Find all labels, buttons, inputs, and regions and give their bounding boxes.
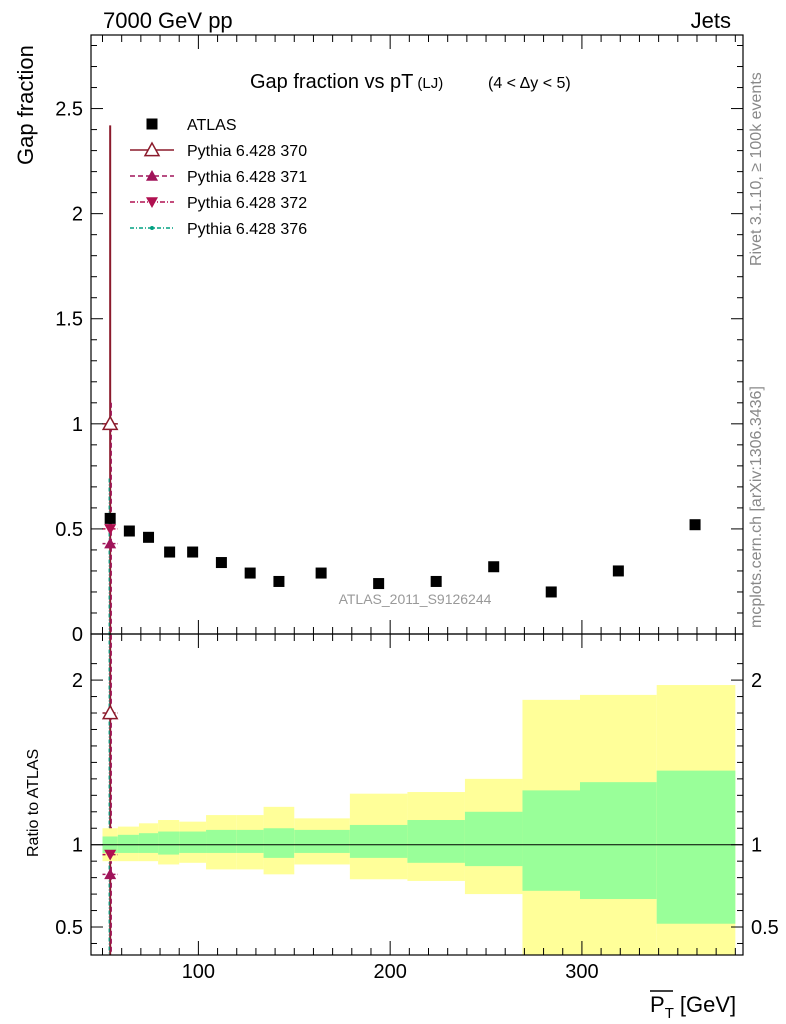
main-ytick-label: 1.5 [55,309,83,331]
x-axis-label: PT [GeV] [650,992,736,1022]
main-title-sub: (LJ) [417,75,443,92]
band-1sigma [236,829,264,853]
atlas-point [143,531,155,543]
legend-marker [146,170,158,181]
main-title: Gap fraction vs pT (LJ) [250,71,443,93]
band-1sigma [407,820,465,863]
atlas-point [215,557,227,569]
header-right: Jets [690,8,731,33]
legend-marker [143,141,161,157]
main-ylabel: Gap fraction [13,45,38,165]
rivet-label: Rivet 3.1.10, ≥ 100k events [748,72,765,266]
band-1sigma [294,829,350,853]
atlas-point [545,586,557,598]
x-axis-label-unit: [GeV] [680,992,736,1017]
atlas-point [187,546,199,558]
mc-370-point [101,415,119,431]
main-ytick-label: 2 [72,204,83,226]
ratio-mc-371-point [104,868,117,880]
ratio-ytick-label: 2 [72,670,83,692]
atlas-point [104,512,116,524]
ratio-mc-370-point [101,704,119,720]
legend-label: Pythia 6.428 372 [187,195,307,212]
ratio-ytick-label-right: 1 [751,835,762,857]
xtick-label: 100 [182,961,215,983]
header-left: 7000 GeV pp [103,8,233,33]
band-1sigma [656,770,736,924]
atlas-point [123,525,135,537]
atlas-point [315,567,327,579]
legend-marker [150,226,154,230]
atlas-point [273,575,285,587]
band-1sigma [206,829,237,853]
atlas-point [373,578,385,590]
legend-marker [146,197,158,208]
band-1sigma [522,790,580,891]
atlas-point [164,546,176,558]
xtick-label: 200 [373,961,406,983]
band-1sigma [158,831,180,855]
watermark: ATLAS_2011_S9126244 [339,591,492,607]
ratio-ytick-label: 1 [72,835,83,857]
legend-label: Pythia 6.428 371 [187,169,307,186]
band-1sigma [580,782,657,900]
mcplots-label: mcplots.cern.ch [arXiv:1306.3436] [748,386,765,628]
ratio-mc-372-point [104,849,117,861]
band-1sigma [179,831,207,853]
x-axis-label-sub: T [665,1005,674,1022]
mc-371-point [104,537,117,549]
main-ytick-label: 0.5 [55,519,83,541]
atlas-point [430,575,442,587]
mc-372-point [104,524,117,535]
ratio-ytick-label-right: 0.5 [751,917,779,939]
ratio-ytick-label: 0.5 [55,917,83,939]
labels: Gap fraction vs pT (LJ) (4 < Δy < 5) ATLA… [13,45,736,1022]
legend-label: ATLAS [187,117,237,134]
xtick-label: 300 [565,961,598,983]
legend-marker [146,118,158,130]
legend-label: Pythia 6.428 376 [187,221,307,238]
atlas-point [488,561,500,573]
legend: ATLAS Pythia 6.428 370 Pythia 6.428 371 Pyt… [130,117,307,238]
atlas-point [689,519,701,531]
x-axis-label-main: P [650,992,665,1017]
band-1sigma [263,828,295,858]
band-1sigma [117,834,139,853]
ratio-frame [90,633,744,956]
main-ytick-label: 1 [72,414,83,436]
band-1sigma [138,833,159,853]
main-ytick-label: 2.5 [55,99,83,121]
band-1sigma [464,811,523,867]
atlas-point [244,567,256,579]
axes: 0 0.5 1 1.5 2 2.5 0.5 0.5 1 1 2 2 100 200 300 [55,34,779,983]
ratio-ylabel: Ratio to ATLAS [25,749,42,857]
atlas-point [612,565,624,577]
legend-label: Pythia 6.428 370 [187,143,307,160]
ratio-panel [91,685,743,955]
ratio-ytick-label-right: 2 [751,670,762,692]
main-title-range: (4 < Δy < 5) [488,75,571,92]
band-1sigma [349,824,408,858]
main-title-text: Gap fraction vs pT [250,71,413,93]
main-ytick-label: 0 [72,624,83,646]
